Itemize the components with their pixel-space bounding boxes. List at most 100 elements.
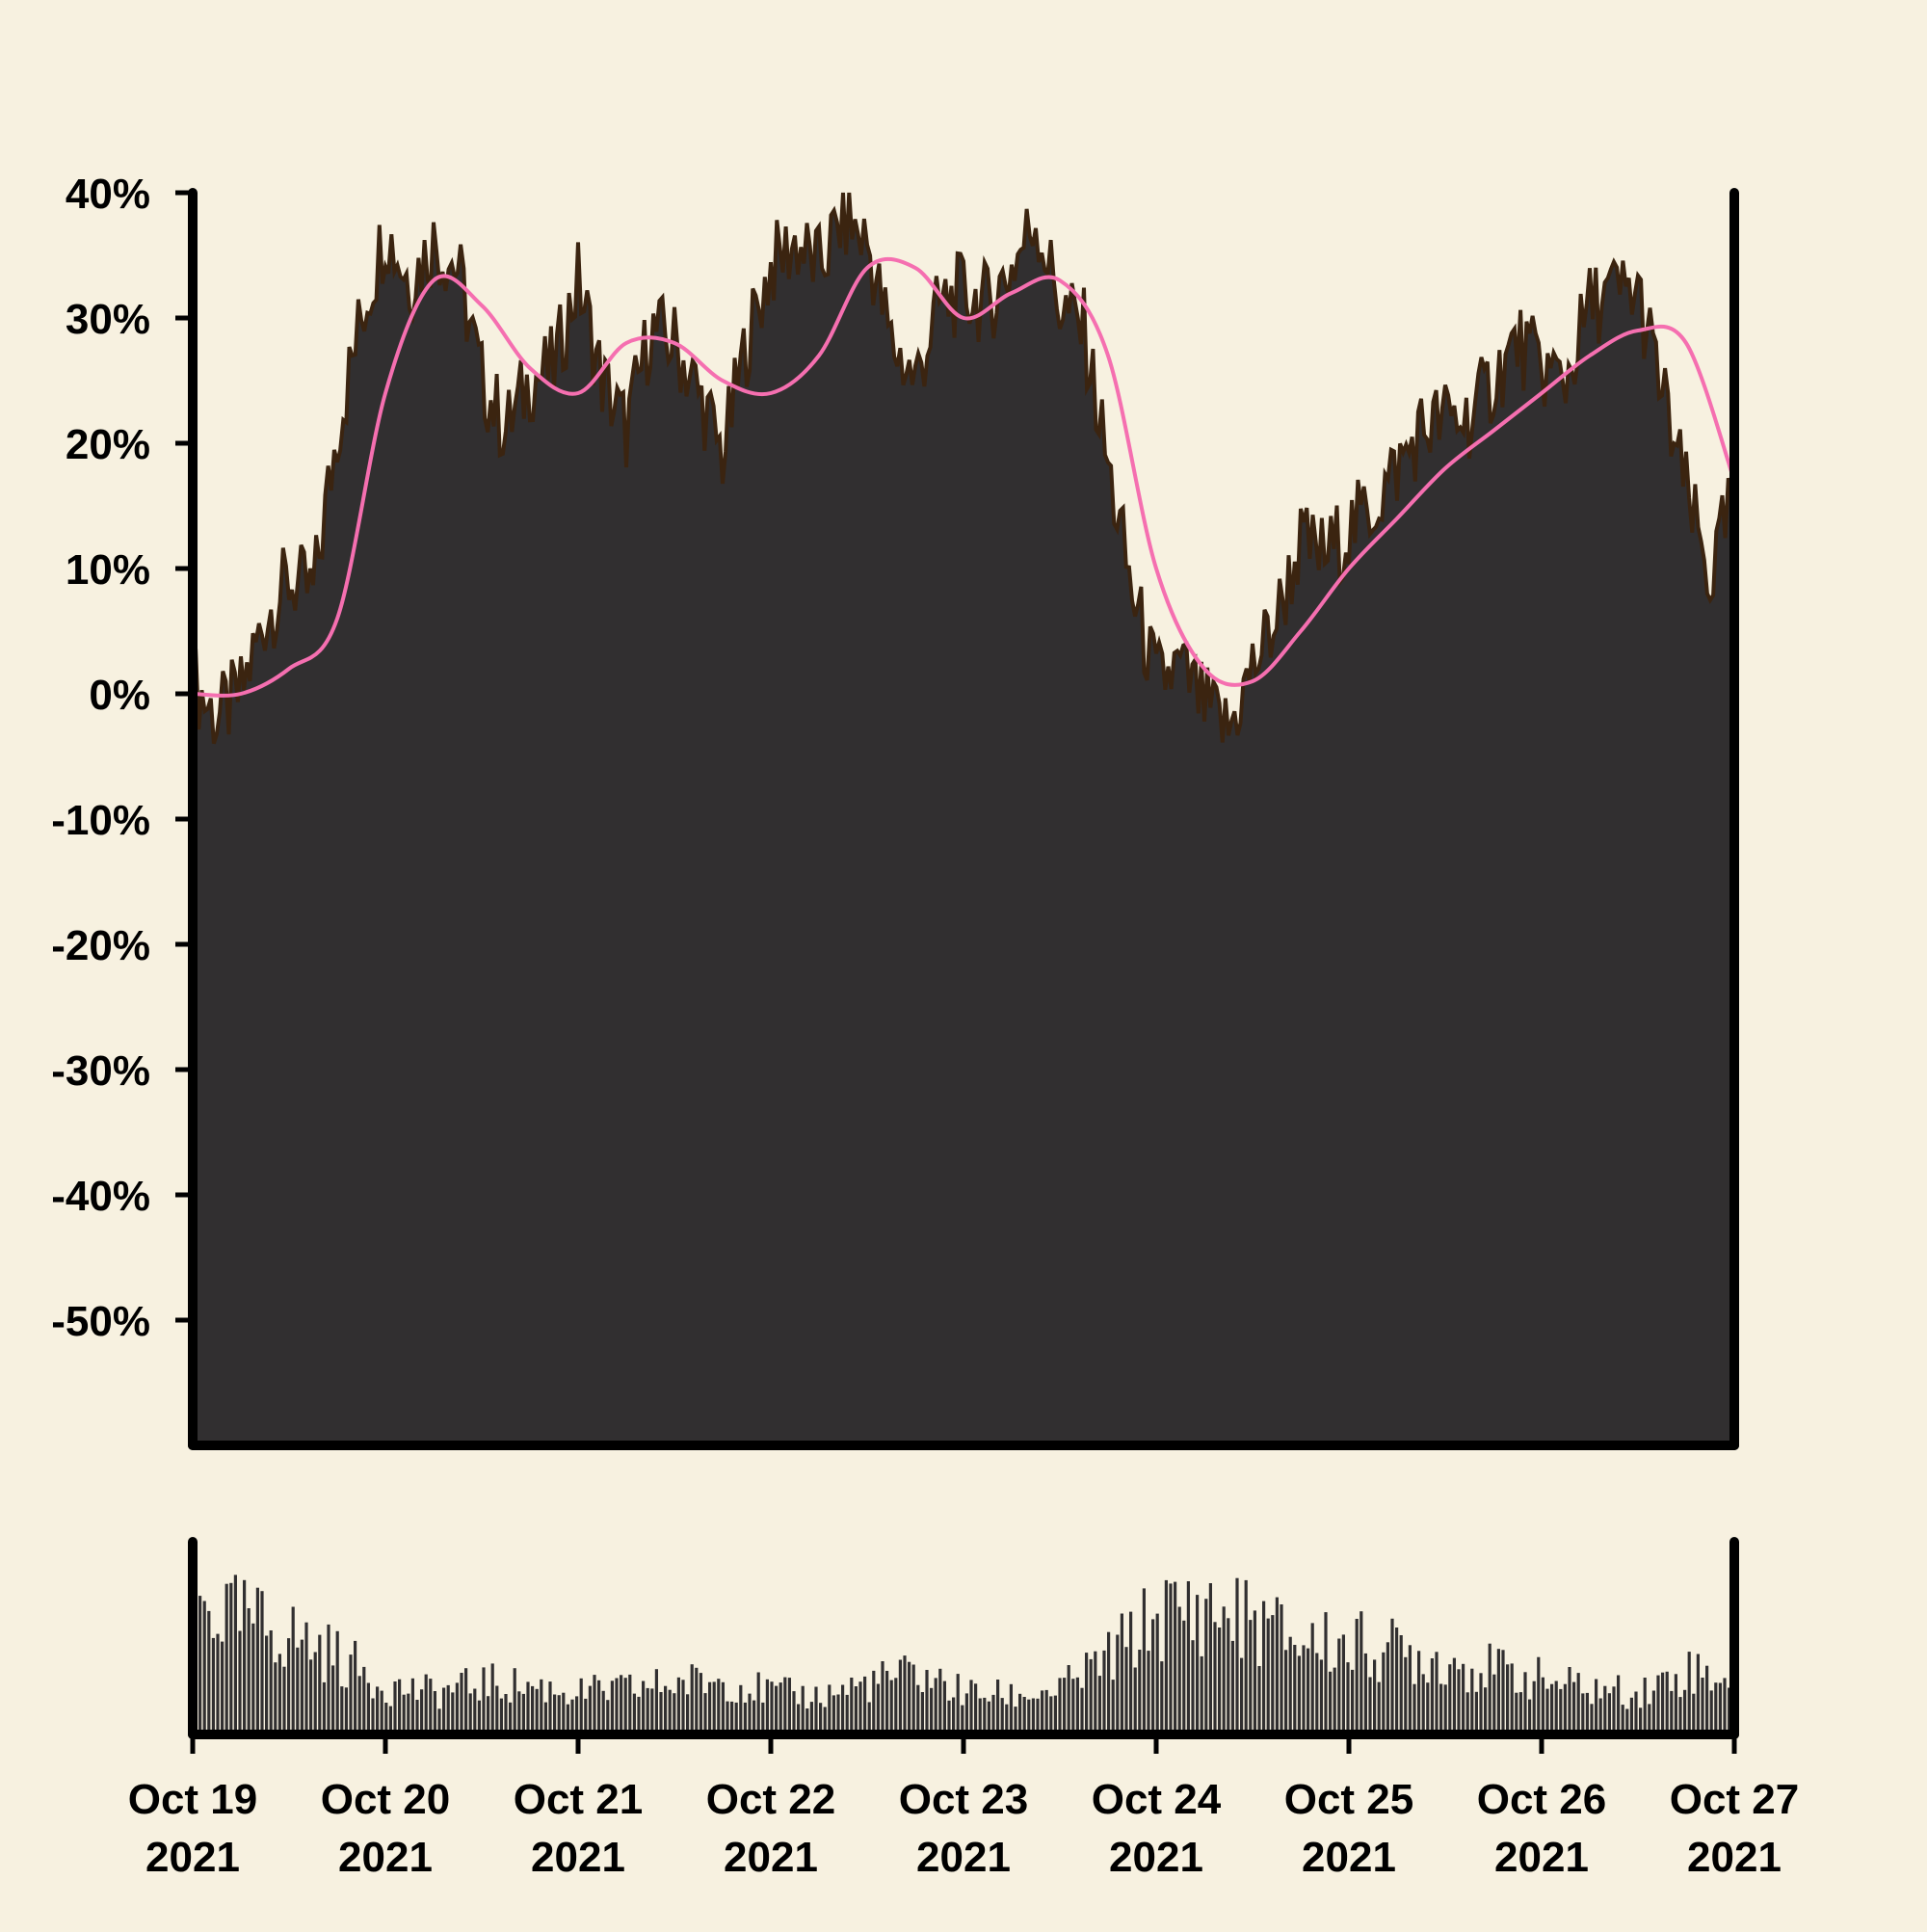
volume-bar <box>1568 1667 1571 1734</box>
volume-bar <box>770 1681 774 1734</box>
volume-bar <box>1439 1683 1443 1734</box>
volume-bar <box>274 1662 277 1734</box>
volume-bar <box>952 1697 956 1734</box>
volume-bar <box>499 1698 503 1734</box>
volume-bar <box>1537 1656 1541 1734</box>
volume-bar <box>1200 1655 1203 1734</box>
volume-bar <box>885 1671 889 1734</box>
volume-bar <box>1643 1678 1647 1734</box>
volume-bar <box>211 1637 215 1734</box>
volume-bar <box>1266 1618 1270 1734</box>
axis-labels: 40% 30% 20% 10% 0% -10% -20% -30% -40% -50% Oct 19… <box>51 171 1799 1881</box>
volume-bar <box>961 1705 964 1734</box>
volume-bar <box>1462 1663 1465 1734</box>
volume-bar <box>690 1664 694 1734</box>
volume-bar <box>562 1692 566 1734</box>
volume-bar <box>779 1682 782 1734</box>
volume-bar <box>322 1681 326 1734</box>
volume-bar <box>575 1696 579 1734</box>
volume-bar <box>1058 1678 1062 1734</box>
volume-bar <box>260 1591 264 1734</box>
volume-bar <box>1302 1645 1306 1734</box>
volume-bar <box>938 1668 942 1734</box>
volume-bar <box>1501 1650 1505 1734</box>
volume-bar <box>584 1698 588 1734</box>
volume-bar <box>1541 1677 1544 1734</box>
volume-bar <box>832 1695 835 1734</box>
y-tick-label: -50% <box>51 1298 150 1345</box>
volume-bar <box>1590 1704 1594 1734</box>
volume-bar <box>1036 1698 1040 1734</box>
volume-bar <box>1186 1581 1190 1734</box>
volume-bar <box>1377 1681 1381 1734</box>
volume-bar <box>548 1681 552 1734</box>
volume-bar <box>903 1655 907 1734</box>
x-tick-label-year: 2021 <box>531 1834 625 1881</box>
volume-bar <box>1346 1662 1350 1734</box>
volume-bar <box>362 1666 366 1734</box>
volume-bar <box>588 1685 592 1734</box>
volume-bar <box>1063 1678 1067 1734</box>
volume-bar <box>916 1684 920 1734</box>
volume-bar <box>646 1687 649 1734</box>
volume-bar <box>1607 1693 1611 1734</box>
volume-bar <box>424 1674 428 1734</box>
volume-bar <box>1337 1638 1341 1734</box>
volume-bar <box>1426 1682 1430 1734</box>
volume-bar <box>1595 1679 1598 1734</box>
volume-bar <box>1479 1673 1483 1734</box>
volume-bar <box>300 1639 304 1734</box>
volume-bar <box>1053 1695 1057 1734</box>
volume-bar <box>287 1638 291 1734</box>
volume-bar <box>934 1678 937 1734</box>
volume-bar <box>1687 1652 1691 1734</box>
volume-bar <box>473 1688 477 1734</box>
volume-bar <box>1639 1707 1643 1734</box>
volume-bar <box>1625 1708 1629 1734</box>
volume-bar <box>942 1681 946 1734</box>
volume-bar <box>1492 1674 1496 1734</box>
volume-bar <box>1155 1613 1159 1734</box>
volume-bar <box>1417 1651 1421 1734</box>
volume-bar <box>1443 1684 1447 1734</box>
volume-bar <box>335 1630 339 1734</box>
volume-bar <box>819 1703 823 1734</box>
volume-bar <box>1031 1698 1035 1734</box>
volume-bar <box>1014 1707 1017 1734</box>
volume-bar <box>1129 1611 1133 1734</box>
volume-bar <box>1421 1674 1425 1734</box>
volume-bar <box>726 1701 729 1734</box>
volume-bar <box>593 1675 596 1734</box>
volume-bar <box>468 1693 472 1734</box>
volume-bar <box>398 1679 402 1734</box>
x-tick-label-date: Oct 23 <box>899 1776 1029 1823</box>
volume-bar <box>1515 1692 1518 1734</box>
volume-bar <box>570 1699 574 1734</box>
volume-bar <box>388 1706 392 1734</box>
volume-bar <box>1235 1577 1239 1734</box>
x-tick-label-year: 2021 <box>145 1834 240 1881</box>
volume-bar <box>676 1677 680 1734</box>
y-tick-label: 20% <box>66 421 150 468</box>
volume-bar <box>1412 1683 1416 1734</box>
volume-bar <box>327 1624 330 1734</box>
volume-bar <box>521 1693 525 1734</box>
volume-bar <box>1005 1704 1009 1734</box>
moving-average-line <box>192 257 1736 698</box>
volume-bar <box>357 1676 361 1734</box>
volume-bar <box>664 1685 668 1734</box>
volume-bar <box>1572 1681 1576 1734</box>
volume-bar <box>1227 1618 1230 1734</box>
volume-bar <box>1550 1683 1554 1734</box>
price-panel <box>175 188 1739 1450</box>
volume-bar <box>243 1579 247 1734</box>
volume-bar <box>898 1659 902 1734</box>
volume-bar <box>579 1678 583 1734</box>
volume-bar <box>318 1634 322 1734</box>
volume-bar <box>1177 1606 1181 1734</box>
volume-bar <box>233 1575 237 1734</box>
volume-bar <box>1435 1652 1439 1734</box>
volume-bar <box>1315 1653 1319 1734</box>
volume-bar <box>620 1675 623 1734</box>
